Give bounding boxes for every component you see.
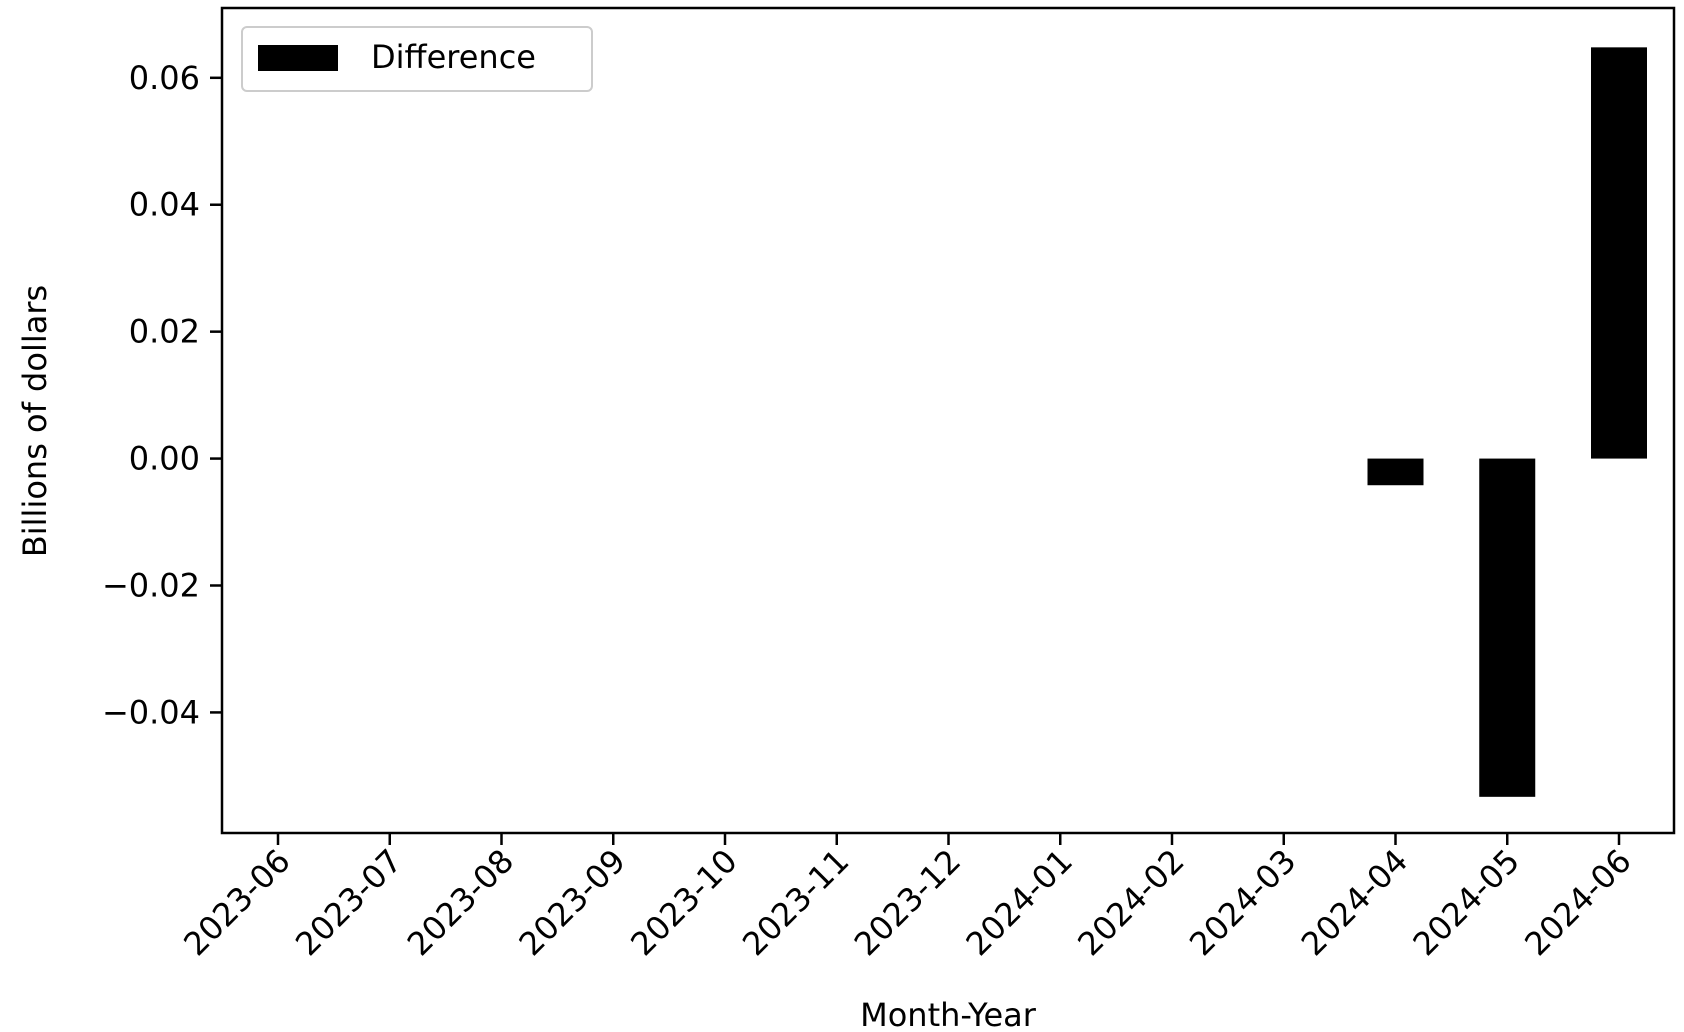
x-tick-label: 2024-02 — [1070, 842, 1191, 963]
x-tick-label: 2023-06 — [176, 842, 297, 963]
x-tick-label: 2024-06 — [1517, 842, 1638, 963]
y-axis: −0.04 −0.02 0.00 0.02 0.04 0.06 — [102, 59, 222, 731]
x-tick-label: 2023-12 — [847, 842, 968, 963]
y-tick-label: −0.02 — [102, 567, 200, 605]
x-tick-label: 2024-04 — [1294, 842, 1415, 963]
bars — [1367, 47, 1647, 797]
plot-frame — [220, 6, 1676, 835]
x-axis-title: Month-Year — [860, 996, 1037, 1032]
bar-2024-05 — [1479, 458, 1536, 797]
bar-2024-04 — [1367, 458, 1424, 486]
y-tick-label: 0.02 — [129, 313, 200, 351]
x-tick-label: 2023-10 — [623, 842, 744, 963]
x-tick-label: 2023-08 — [400, 842, 521, 963]
y-axis-title: Billions of dollars — [16, 285, 54, 557]
y-tick-label: 0.04 — [129, 186, 200, 224]
legend: Difference — [241, 26, 593, 92]
bar-2024-06 — [1591, 47, 1647, 459]
x-tick-label: 2023-11 — [735, 842, 856, 963]
y-tick-label: 0.00 — [129, 440, 200, 478]
x-tick-label: 2023-09 — [511, 842, 632, 963]
legend-label: Difference — [371, 38, 536, 76]
x-tick-label: 2024-03 — [1182, 842, 1303, 963]
x-axis: 2023-062023-072023-082023-092023-102023-… — [176, 833, 1639, 963]
x-tick-label: 2024-01 — [958, 842, 1079, 963]
y-tick-label: 0.06 — [129, 59, 200, 97]
x-tick-label: 2024-05 — [1405, 842, 1526, 963]
x-tick-label: 2023-07 — [288, 842, 409, 963]
y-tick-label: −0.04 — [102, 693, 200, 731]
legend-swatch — [258, 45, 338, 71]
legend-box — [241, 26, 593, 92]
